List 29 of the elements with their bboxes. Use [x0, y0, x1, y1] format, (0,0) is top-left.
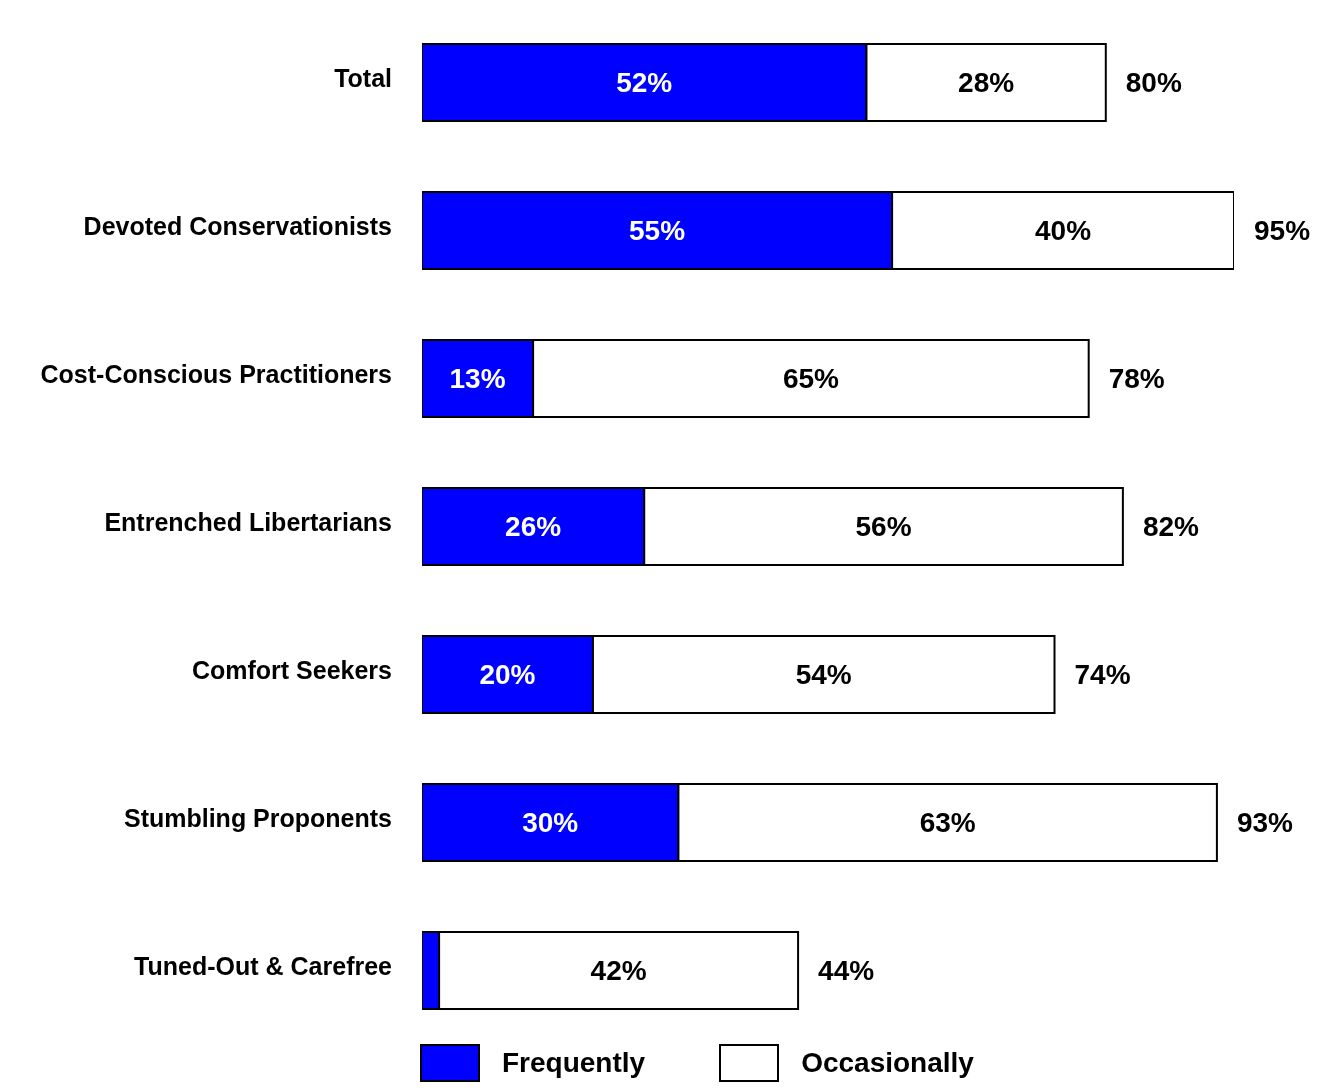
y-tick-label: Cost-Conscious Practitioners — [40, 360, 392, 388]
data-label: 13% — [449, 363, 506, 394]
data-label: 30% — [522, 807, 579, 838]
total-label: 80% — [1125, 67, 1182, 98]
y-tick-label: Entrenched Libertarians — [104, 508, 392, 536]
y-tick-label: Total — [334, 64, 392, 92]
data-label: 56% — [855, 511, 912, 542]
total-label: 78% — [1108, 363, 1165, 394]
legend-label: Occasionally — [801, 1047, 974, 1079]
total-label: 82% — [1142, 511, 1200, 542]
data-label: 40% — [1035, 215, 1092, 246]
y-tick-label: Devoted Conservationists — [83, 212, 392, 240]
data-label: 55% — [629, 215, 686, 246]
total-label: 95% — [1254, 215, 1311, 246]
data-label: 65% — [782, 363, 840, 394]
data-label: 42% — [590, 955, 647, 986]
y-tick-label: Stumbling Proponents — [123, 804, 392, 832]
total-label: 44% — [818, 955, 875, 986]
total-label: 93% — [1236, 807, 1294, 838]
legend-label: Frequently — [502, 1047, 646, 1079]
data-label: 63% — [919, 807, 976, 838]
total-label: 74% — [1074, 659, 1131, 690]
data-label: 28% — [958, 67, 1015, 98]
y-tick-label: Comfort Seekers — [191, 656, 392, 684]
data-label: 26% — [505, 511, 562, 542]
y-tick-label: Tuned-Out & Carefree — [134, 952, 393, 980]
data-label: 54% — [795, 659, 852, 690]
data-label: 52% — [616, 67, 673, 98]
data-label: 20% — [479, 659, 536, 690]
